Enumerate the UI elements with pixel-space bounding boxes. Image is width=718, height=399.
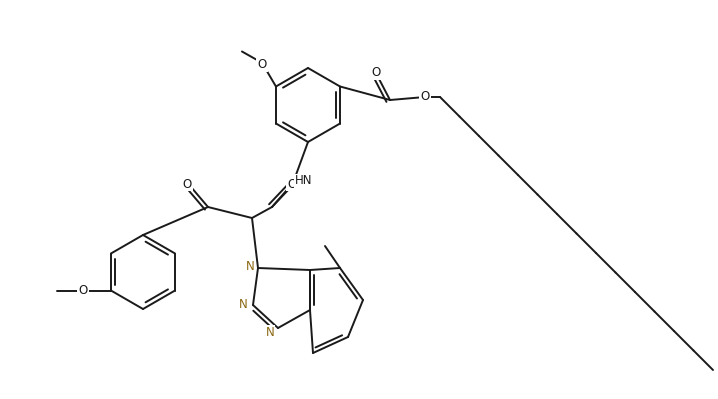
Text: O: O — [420, 91, 429, 103]
Text: HN: HN — [295, 174, 312, 188]
Text: O: O — [371, 67, 381, 79]
Text: N: N — [238, 298, 248, 312]
Text: O: O — [78, 284, 88, 297]
Text: O: O — [182, 178, 192, 190]
Text: O: O — [287, 178, 297, 190]
Text: N: N — [266, 326, 274, 338]
Text: O: O — [257, 58, 266, 71]
Text: N: N — [246, 259, 254, 273]
